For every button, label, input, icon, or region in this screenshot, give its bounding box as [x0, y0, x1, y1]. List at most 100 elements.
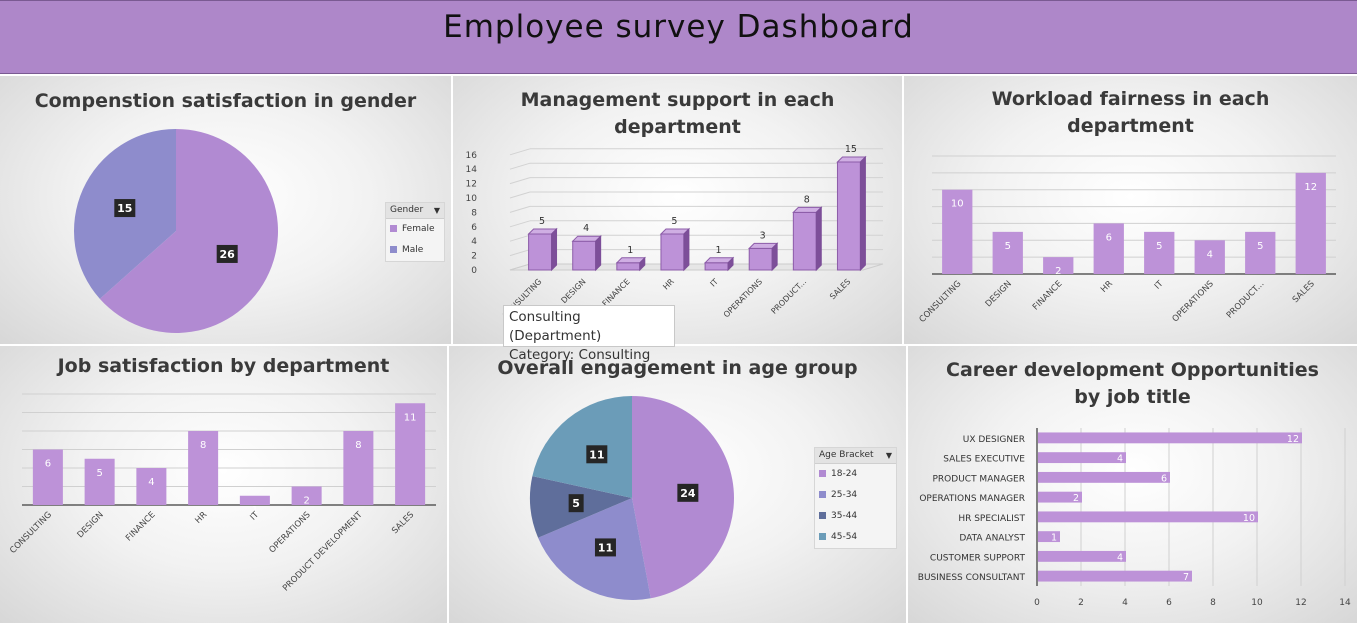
- data-label-box: [568, 494, 584, 513]
- data-label: 24: [680, 487, 696, 500]
- data-label: 1: [716, 245, 722, 256]
- job-bar-chart[interactable]: 6 CONSULTING 5 DESIGN 4 FINANCE 8 HR 1IT 2 OPERATI…: [0, 346, 447, 623]
- y-tick-label: DATA ANALYST: [959, 534, 1025, 544]
- data-label: 5: [1257, 241, 1263, 252]
- data-label: 5: [1005, 241, 1011, 252]
- title-line: Workload fairness in each: [991, 88, 1270, 110]
- panel-age[interactable]: Overall engagement in age group 24 11 5 11 …: [449, 346, 906, 623]
- x-tick-label: 10: [1251, 598, 1263, 608]
- legend-label: Male: [402, 245, 424, 255]
- gridline: [509, 220, 531, 228]
- bar-DESIGN: [84, 458, 115, 505]
- data-label: 15: [117, 202, 132, 215]
- workload-bar-chart[interactable]: 10 CONSULTING 5 DESIGN 2 FINANCE 6 HR 5 IT 4 OPERAT…: [904, 76, 1357, 344]
- x-tick-label: 2: [1078, 598, 1084, 608]
- legend-item-35-44[interactable]: 35-44: [815, 506, 896, 527]
- bar-IT: [239, 495, 270, 505]
- data-label: 5: [96, 468, 102, 479]
- x-tick-label: FINANCE: [124, 510, 157, 543]
- data-label: 8: [200, 440, 206, 451]
- age-pie-chart[interactable]: 24 11 5 11: [449, 346, 906, 623]
- bar-SALES: [1295, 172, 1326, 274]
- legend-item-female[interactable]: Female: [386, 219, 444, 240]
- x-tick-label: 0: [1034, 598, 1040, 608]
- panel-gender[interactable]: Compenstion satisfaction in gender 26 15 …: [0, 76, 451, 344]
- bar-CONSULTING: [942, 189, 973, 274]
- panel-job[interactable]: Job satisfaction by department 6 CONSULTI…: [0, 346, 447, 623]
- data-label: 6: [1106, 232, 1112, 243]
- x-tick-label: OPERATIONS: [722, 277, 764, 319]
- title-line: department: [614, 116, 741, 138]
- bar-DATA ANALYST: [1038, 531, 1060, 543]
- bar-DESIGN: [572, 240, 597, 271]
- x-tick-label: PRODUCT...: [1225, 279, 1267, 321]
- bar-side: [815, 206, 822, 272]
- data-label: 2: [1073, 493, 1079, 504]
- bar-side: [551, 227, 558, 272]
- data-label: 15: [845, 144, 857, 155]
- x-tick-label: HR: [193, 510, 209, 526]
- panel-workload[interactable]: Workload fairness in each department 10 C…: [904, 76, 1357, 344]
- age-legend[interactable]: Age Bracket ▼ 18-24 25-34 35-44 45-54: [814, 447, 897, 549]
- filter-dropdown-icon[interactable]: ▼: [433, 206, 440, 215]
- legend-label: 35-44: [831, 511, 858, 521]
- data-label: 11: [589, 448, 604, 461]
- x-tick-label: IT: [708, 277, 720, 289]
- data-label: 11: [598, 541, 613, 554]
- swatch: [819, 533, 826, 540]
- bar-side: [683, 227, 690, 272]
- legend-item-male[interactable]: Male: [386, 240, 444, 261]
- chart-title: Job satisfaction by department: [57, 355, 390, 377]
- chart-floor: [509, 263, 884, 271]
- x-tick-label: CONSULTING: [8, 510, 54, 556]
- chart-title: Workload fairness in each department: [904, 86, 1357, 140]
- y-tick-label: SALES EXECUTIVE: [943, 455, 1025, 465]
- legend-header[interactable]: Age Bracket ▼: [815, 448, 896, 464]
- management-bar-chart[interactable]: 02468101214165CONSULTING4DESIGN1FINANCE5…: [453, 76, 902, 344]
- bar-OPERATIONS: [1194, 240, 1225, 274]
- bar-side: [727, 256, 734, 272]
- data-label: 11: [404, 412, 417, 423]
- bar-HR: [660, 233, 685, 271]
- dashboard-title: Employee survey Dashboard: [443, 9, 914, 45]
- bar-CONSULTING: [32, 449, 63, 505]
- x-tick-label: IT: [248, 509, 261, 522]
- legend-item-18-24[interactable]: 18-24: [815, 464, 896, 485]
- gridline: [509, 162, 531, 170]
- gender-pie-chart[interactable]: 26 15: [0, 76, 451, 344]
- x-tick-label: SALES: [828, 277, 852, 301]
- x-tick-label: PRODUCT...: [769, 277, 808, 316]
- y-tick-label: 4: [471, 237, 477, 247]
- gridline: [509, 234, 531, 242]
- data-label: 4: [583, 223, 589, 234]
- x-tick-label: 6: [1166, 598, 1172, 608]
- y-tick-label: 10: [466, 194, 478, 204]
- gender-legend[interactable]: Gender ▼ Female Male: [385, 202, 445, 262]
- chart-title: Management support in each department: [453, 87, 902, 141]
- y-tick-label: HR SPECIALIST: [958, 514, 1025, 524]
- x-tick-label: OPERATIONS: [1171, 279, 1216, 324]
- x-tick-label: SALES: [390, 510, 416, 536]
- filter-dropdown-icon[interactable]: ▼: [885, 451, 892, 460]
- legend-header[interactable]: Gender ▼: [386, 203, 444, 219]
- legend-item-45-54[interactable]: 45-54: [815, 527, 896, 548]
- data-label-box: [586, 445, 608, 464]
- gridline: [509, 191, 531, 199]
- bar-HR SPECIALIST: [1038, 511, 1258, 523]
- x-tick-label: DESIGN: [559, 277, 587, 305]
- legend-item-25-34[interactable]: 25-34: [815, 485, 896, 506]
- data-label: 1: [252, 505, 258, 516]
- tooltip-line: Category: Consulting: [509, 347, 651, 363]
- pie-slice-45-54: [532, 396, 632, 498]
- swatch: [819, 491, 826, 498]
- bar-SALES: [395, 403, 426, 505]
- x-tick-label: SALES: [1291, 279, 1317, 305]
- panel-career[interactable]: Career development Opportunities by job …: [908, 346, 1357, 623]
- bar-OPERATIONS: [291, 486, 322, 505]
- title-line: Management support in each: [520, 89, 835, 111]
- tooltip-line: Consulting (Department): [509, 309, 602, 344]
- y-tick-label: 16: [466, 151, 478, 161]
- data-label: 6: [45, 459, 51, 470]
